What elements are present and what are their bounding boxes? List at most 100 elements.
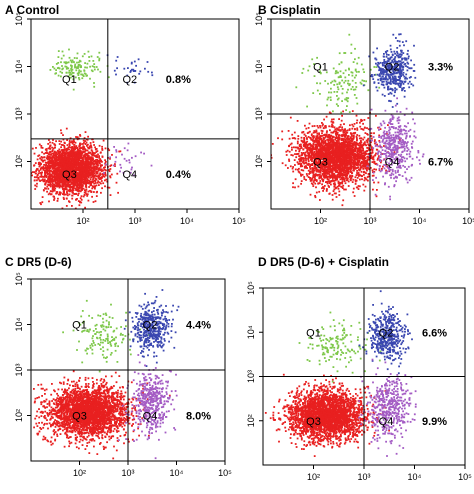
event-dot — [328, 193, 330, 195]
event-dot — [332, 180, 334, 182]
event-dot — [371, 138, 373, 140]
event-dot — [367, 143, 369, 145]
event-dot — [378, 182, 380, 184]
event-dot — [298, 171, 300, 173]
event-dot — [97, 175, 99, 177]
event-dot — [91, 196, 93, 198]
event-dot — [40, 163, 42, 165]
event-dot — [100, 192, 102, 194]
event-dot — [341, 129, 343, 131]
event-dot — [75, 136, 77, 138]
event-dot — [317, 127, 319, 129]
event-dot — [305, 155, 307, 157]
event-dot — [116, 182, 118, 184]
event-dot — [109, 165, 111, 167]
event-dot — [356, 129, 358, 131]
event-dot — [77, 53, 79, 55]
event-dot — [54, 172, 56, 174]
event-dot — [339, 130, 341, 132]
event-dot — [90, 184, 92, 186]
event-dot — [298, 163, 300, 165]
event-dot — [49, 165, 51, 167]
event-dot — [325, 125, 327, 127]
event-dot — [37, 168, 39, 170]
event-dot — [329, 112, 331, 114]
event-dot — [32, 148, 34, 150]
event-dot — [45, 167, 47, 169]
event-dot — [81, 160, 83, 162]
event-dot — [340, 145, 342, 147]
event-dot — [92, 153, 94, 155]
event-dot — [326, 130, 328, 132]
event-dot — [319, 172, 321, 174]
event-dot — [356, 164, 358, 166]
event-dot — [352, 175, 354, 177]
event-dot — [358, 188, 360, 190]
event-dot — [92, 158, 94, 160]
y-tick-label: 10⁵ — [14, 12, 24, 26]
event-dot — [115, 156, 117, 158]
event-dot — [66, 128, 68, 130]
event-dot — [61, 166, 63, 168]
event-dot — [44, 187, 46, 189]
event-dot — [323, 169, 325, 171]
event-dot — [76, 187, 78, 189]
event-dot — [93, 191, 95, 193]
event-dot — [53, 186, 55, 188]
event-dot — [340, 178, 342, 180]
event-dot — [345, 175, 347, 177]
event-dot — [342, 130, 344, 132]
event-dot — [35, 162, 37, 164]
event-dot — [93, 141, 95, 143]
event-dot — [46, 175, 48, 177]
event-dot — [79, 79, 81, 81]
event-dot — [74, 154, 76, 156]
event-dot — [361, 142, 363, 144]
event-dot — [52, 156, 54, 158]
event-dot — [374, 161, 376, 163]
event-dot — [114, 70, 116, 72]
event-dot — [340, 155, 342, 157]
event-dot — [308, 136, 310, 138]
event-dot — [77, 155, 79, 157]
event-dot — [368, 163, 370, 165]
event-dot — [88, 56, 90, 58]
event-dot — [62, 158, 64, 160]
event-dot — [322, 173, 324, 175]
event-dot — [313, 130, 315, 132]
event-dot — [37, 155, 39, 157]
event-dot — [302, 170, 304, 172]
event-dot — [46, 149, 48, 151]
event-dot — [312, 183, 314, 185]
event-dot — [356, 170, 358, 172]
event-dot — [297, 141, 299, 143]
event-dot — [287, 167, 289, 169]
event-dot — [80, 147, 82, 149]
event-dot — [323, 141, 325, 143]
event-dot — [94, 186, 96, 188]
event-dot — [80, 157, 82, 159]
event-dot — [360, 140, 362, 142]
event-dot — [44, 172, 46, 174]
event-dot — [348, 181, 350, 183]
event-dot — [336, 131, 338, 133]
event-dot — [295, 150, 297, 152]
event-dot — [113, 146, 115, 148]
event-dot — [315, 186, 317, 188]
event-dot — [131, 63, 133, 65]
event-dot — [135, 155, 137, 157]
event-dot — [312, 185, 314, 187]
event-dot — [66, 189, 68, 191]
event-dot — [36, 183, 38, 185]
event-dot — [285, 164, 287, 166]
event-dot — [355, 183, 357, 185]
event-dot — [309, 177, 311, 179]
event-dot — [327, 178, 329, 180]
event-dot — [129, 162, 131, 164]
event-dot — [298, 186, 300, 188]
event-dot — [52, 139, 54, 141]
event-dot — [290, 154, 292, 156]
event-dot — [365, 153, 367, 155]
event-dot — [61, 162, 63, 164]
event-dot — [352, 138, 354, 140]
